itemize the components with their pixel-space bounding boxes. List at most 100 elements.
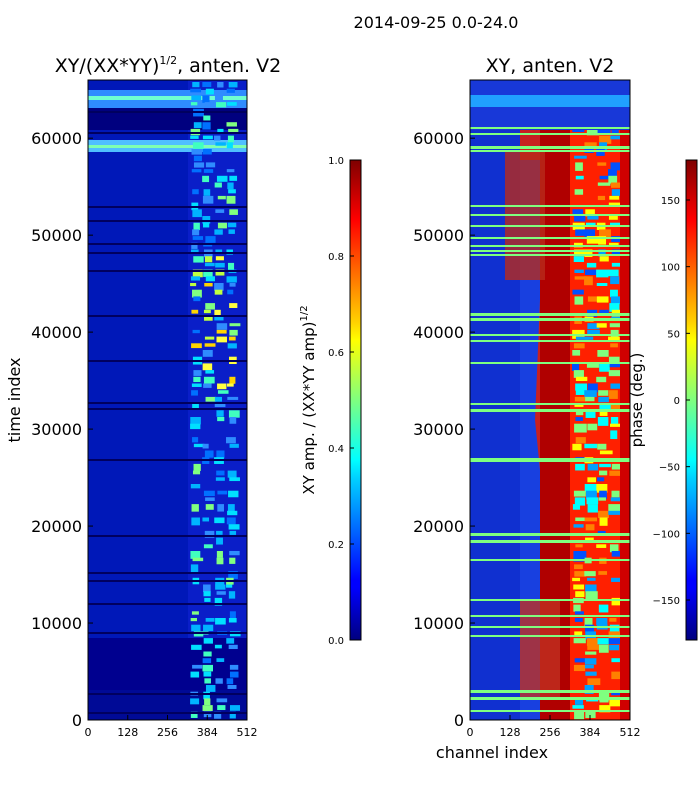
heatmap-row [88, 408, 247, 410]
heatmap-cell [596, 544, 607, 548]
colorbar-tick-label: 0.2 [328, 540, 344, 551]
heatmap-cell [575, 437, 586, 444]
heatmap-cell [214, 644, 222, 649]
heatmap-cell [228, 128, 239, 133]
heatmap-row [470, 150, 630, 152]
heatmap-cell [596, 296, 609, 303]
heatmap-cell [192, 403, 199, 409]
heatmap-cell [586, 497, 599, 505]
heatmap-cell [214, 95, 223, 103]
y-tick-label: 20000 [413, 517, 464, 536]
heatmap-cell [611, 597, 621, 606]
heatmap-cell [192, 557, 204, 562]
heatmap-cell [585, 209, 595, 217]
heatmap-row [470, 318, 630, 321]
heatmap-cell [192, 269, 203, 278]
heatmap-cell [226, 584, 233, 588]
heatmap-cell [573, 638, 586, 644]
heatmap-cell [609, 303, 620, 312]
heatmap-cell [609, 624, 620, 633]
heatmap-cell [190, 102, 198, 106]
heatmap-row [88, 693, 247, 695]
heatmap-cell [205, 497, 215, 501]
heatmap-cell [229, 329, 238, 336]
heatmap-cell [586, 128, 600, 136]
colorbar-tick-label: 0.4 [328, 444, 344, 455]
heatmap-cell [573, 490, 586, 497]
heatmap-cell [587, 323, 600, 330]
heatmap-cell [214, 309, 221, 316]
heatmap-cell [585, 537, 594, 542]
x-tick-label: 128 [117, 726, 138, 739]
y-tick-label: 0 [454, 711, 464, 730]
heatmap-row [470, 626, 630, 628]
heatmap-cell [609, 423, 621, 427]
heatmap-cell [572, 289, 584, 295]
heatmap-cell [575, 410, 584, 416]
heatmap-cell [204, 343, 216, 347]
heatmap-cell [228, 410, 240, 418]
heatmap-cell [193, 122, 202, 129]
heatmap-cell [611, 691, 622, 696]
heatmap-cell [598, 390, 609, 396]
heatmap-cell [226, 383, 234, 387]
heatmap-cell [587, 383, 598, 393]
left-colorbar-ticks: 0.0 0.2 0.4 0.6 0.8 1.0 [328, 156, 354, 647]
heatmap-cell [203, 638, 213, 644]
heatmap-cell [611, 490, 620, 498]
heatmap-cell [608, 169, 617, 177]
heatmap-cell [191, 504, 199, 512]
heatmap-cell [609, 323, 620, 328]
heatmap-cell [203, 584, 211, 593]
heatmap-cell [597, 417, 609, 426]
heatmap-cell [190, 564, 199, 573]
heatmap-cell [192, 82, 200, 88]
heatmap-cell [586, 262, 597, 268]
heatmap-cell [203, 309, 211, 314]
y-tick-label: 30000 [31, 420, 82, 439]
x-tick-label: 128 [500, 726, 521, 739]
heatmap-cell [609, 644, 620, 651]
y-tick-label: 10000 [413, 614, 464, 633]
heatmap-cell [227, 510, 238, 516]
heatmap-row [470, 635, 630, 637]
heatmap-cell [572, 705, 584, 709]
heatmap-cell [611, 182, 623, 188]
heatmap-cell [229, 376, 236, 384]
heatmap-row [470, 697, 630, 700]
heatmap-cell [599, 229, 611, 238]
heatmap-cell [191, 390, 198, 396]
y-tick-label: 10000 [31, 614, 82, 633]
heatmap-cell [205, 276, 215, 282]
colorbar-tick-label: 1.0 [328, 156, 344, 167]
colorbar-tick-label: −150 [653, 596, 680, 607]
right-heatmap [470, 80, 630, 720]
heatmap-cell [573, 370, 584, 378]
heatmap-cell [227, 396, 239, 400]
heatmap-cell [575, 336, 589, 340]
heatmap-cell [205, 396, 217, 402]
heatmap-row [88, 580, 247, 582]
heatmap-cell [574, 189, 584, 195]
heatmap-cell [587, 477, 596, 483]
left-ylabel: time index [5, 357, 24, 442]
colorbar-tick-label: 0.8 [328, 252, 344, 263]
heatmap-row [470, 710, 630, 712]
heatmap-cell [205, 303, 215, 310]
heatmap-cell [229, 530, 237, 535]
heatmap-cell [608, 370, 621, 377]
heatmap-cell [193, 296, 201, 302]
right-x-axis: 0 128 256 384 512 [467, 715, 641, 739]
heatmap-cell [585, 222, 596, 226]
heatmap-cell [226, 169, 235, 173]
heatmap-cell [574, 249, 587, 257]
heatmap-cell [574, 497, 586, 506]
y-tick-label: 60000 [31, 129, 82, 148]
heatmap-cell [227, 182, 234, 190]
heatmap-cell [599, 403, 612, 411]
heatmap-cell [205, 162, 216, 168]
x-tick-label: 0 [85, 726, 92, 739]
x-tick-label: 512 [237, 726, 258, 739]
heatmap-cell [217, 222, 227, 229]
heatmap-cell [216, 591, 226, 595]
